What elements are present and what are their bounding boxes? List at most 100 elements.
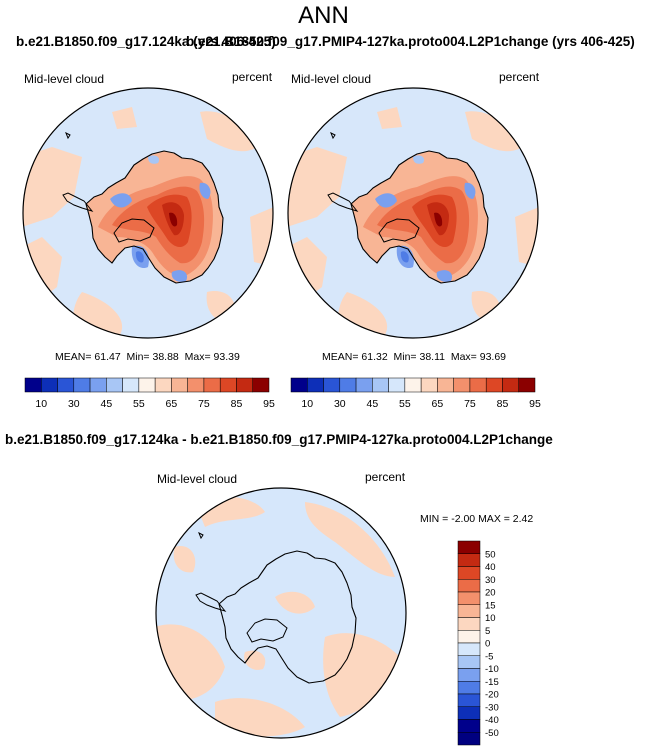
diff-colorbar-swatch [457,579,481,593]
warm-patch-north [377,107,402,129]
panel2-units: percent [499,70,540,84]
diff-colorbar-swatch [457,732,481,746]
low-cloud-pocket-5 [148,155,160,164]
panel1-colorbar-tick-label: 65 [166,398,178,410]
peninsula-outline [195,592,227,612]
antarctic-coastline [218,550,357,684]
diff-colorbar-tick-label: 40 [485,562,496,573]
panel2-colorbar-swatch [307,377,324,393]
island-outline [65,131,71,140]
diff-colorbar-tick-label: -30 [485,702,499,713]
diff-colorbar-swatch [457,617,481,631]
map-boundary-circle [22,87,274,339]
island-outline [330,131,336,140]
panel2-colorbar-swatch [485,377,503,393]
ice-shelf-outline [113,218,155,243]
panel1-colorbar-swatch [236,377,253,393]
panel1-colorbar-swatch [106,377,123,393]
panel1-mean-label: MEAN= [55,351,92,363]
low-cloud-pocket-1 [375,193,397,208]
panel2-colorbar-tick-label: 30 [334,398,346,410]
panel1-units: percent [232,70,273,84]
panel1-max-value: 93.39 [213,351,240,363]
diff-colorbar-tick-label: 10 [485,613,496,624]
panel2-colorbar-swatch [469,377,487,393]
panel2-min-value: 38.11 [419,351,446,363]
diff-range-text: MIN = -2.00 MAX = 2.42 [420,513,534,525]
diff-colorbar-tick-label: -15 [485,677,499,688]
antarctic-coastline [350,150,489,284]
low-cloud-pocket-2 [464,182,476,199]
panel2-polar-map [287,87,539,339]
panel2-colorbar-swatch [404,377,422,393]
diff-colorbar-tick-label: -20 [485,690,499,701]
peninsula-outline [327,192,359,212]
cloud-max-core [169,212,178,227]
panel2-colorbar-swatch [420,377,438,393]
panel2-subtitle: Mid-level cloud [291,72,372,86]
diff-run-title: b.e21.B1850.f09_g17.124ka - b.e21.B1850.… [5,432,553,447]
diff-colorbar-swatch [457,693,481,707]
panel2-colorbar-swatch [339,377,357,393]
diff-positive-patch-4 [215,698,305,737]
panel1-mean-value: 61.47 [94,351,121,363]
panel2-colorbar-swatch [453,377,471,393]
diff-positive-patch-7 [173,546,196,573]
diff-colorbar-swatch [457,604,481,618]
panel2-colorbar: 10 30 45 55 65 75 85 95 [290,377,541,410]
panel1-colorbar-tick-label: 45 [100,398,112,410]
panel1-colorbar-swatch [171,377,188,393]
panel1-colorbar-swatch [252,377,270,393]
diff-colorbar-tick-label: 30 [485,575,496,586]
ice-shelf-outline [378,218,420,243]
warm-region-northeast [465,111,522,152]
warm-region-northeast [200,111,257,152]
warm-region-west [288,147,347,227]
low-cloud-pocket-1 [110,193,132,208]
panel2-colorbar-tick-label: 65 [432,398,444,410]
panel2-colorbar-tick-label: 10 [301,398,313,410]
island-outline [198,531,204,540]
diff-colorbar-tick-label: -5 [485,651,493,662]
low-cloud-pocket-5 [413,155,425,164]
diff-colorbar-tick-label: -50 [485,728,499,739]
panel1-colorbar-tick-label: 95 [263,398,275,410]
diff-colorbar-swatch [457,706,481,720]
panel1-colorbar-swatch [57,377,75,393]
antarctic-coastline [85,150,224,284]
panel1-colorbar-swatch [219,377,237,393]
panel1-colorbar-tick-label: 75 [198,398,210,410]
panel1-colorbar-swatch [41,377,58,393]
panel2-colorbar-tick-label: 45 [366,398,378,410]
diff-units: percent [365,470,406,484]
panel2-colorbar-swatch [290,377,308,393]
map-boundary-circle [287,87,539,339]
panel1-colorbar-swatch [73,377,91,393]
panel2-colorbar-swatch [355,377,373,393]
low-cloud-pocket-4 [436,270,453,282]
diff-positive-patch-2 [305,502,395,577]
diff-positive-patch-8 [244,650,266,670]
panel2-mean-label: MEAN= [322,351,359,363]
diff-colorbar-swatch [457,681,481,695]
diff-colorbar-swatch [457,553,481,567]
panel1-min-label: Min= [126,351,150,363]
panel2-colorbar-swatch [437,377,454,393]
panel1-stats: MEAN= 61.47 Min= 38.88 Max= 93.39 [55,351,240,363]
diff-colorbar-swatch [457,719,481,733]
panel1-min-value: 38.88 [152,351,179,363]
panel1-colorbar-tick-label: 10 [35,398,47,410]
ice-shelf-outline [246,618,288,643]
diff-colorbar-swatch [457,642,481,656]
panel2-mean-value: 61.32 [361,351,388,363]
panel2-min-label: Min= [393,351,417,363]
panel2-colorbar-swatch [388,377,406,393]
cloud-max-core [434,212,443,227]
panel2-colorbar-swatch [372,377,389,393]
diff-positive-patch-6 [275,591,315,614]
panel1-colorbar-swatch [24,377,42,393]
warm-patch-north [112,107,137,129]
low-cloud-pocket-4 [171,270,188,282]
panel1-colorbar-swatch [187,377,205,393]
diff-colorbar-tick-label: 0 [485,639,490,650]
